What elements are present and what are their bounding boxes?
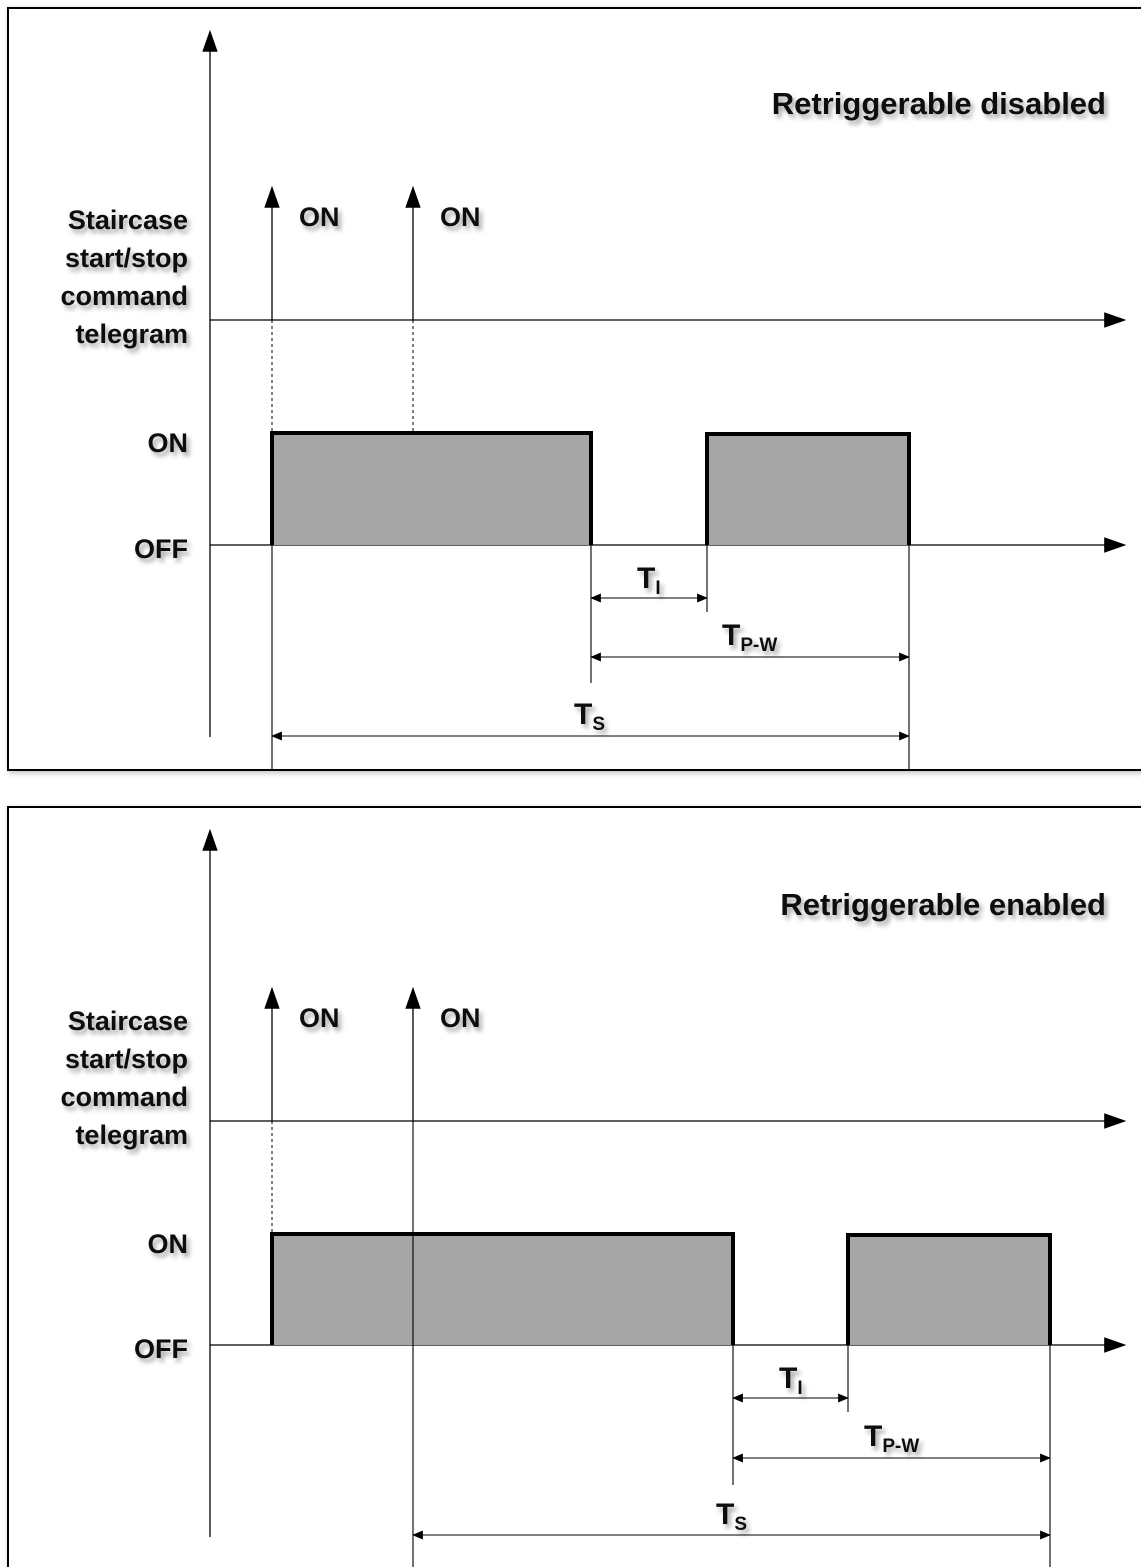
y-label-line: Staircase	[68, 1006, 188, 1036]
warning-pulse	[848, 1235, 1050, 1345]
ti-main: T	[779, 1362, 797, 1395]
diagram-retriggerable-disabled: Retriggerable disabled Staircase start/s…	[7, 7, 1141, 771]
y-label-line: command	[60, 1082, 188, 1112]
ts-sub: S	[592, 714, 605, 735]
ti-sub: I	[797, 1378, 802, 1399]
ts-main: T	[574, 698, 592, 731]
tpw-main: T	[722, 619, 740, 652]
ts-label: TS	[716, 1498, 747, 1535]
output-pulse	[272, 1234, 733, 1345]
svg-text:TP-W: TP-W	[864, 1420, 919, 1457]
y-label-line: telegram	[75, 1120, 188, 1150]
svg-text:TI: TI	[779, 1362, 803, 1399]
svg-text:TS: TS	[574, 698, 605, 735]
level-off-label: OFF	[134, 534, 188, 564]
ts-sub: S	[734, 1514, 747, 1535]
warning-pulse	[707, 434, 909, 545]
warning-pulse-outline	[705, 432, 911, 545]
diagram-retriggerable-enabled: Retriggerable enabled Staircase start/st…	[7, 806, 1141, 1567]
tpw-sub: P-W	[882, 1436, 919, 1457]
telegram-on-label: ON	[299, 1003, 340, 1033]
ts-main: T	[716, 1498, 734, 1531]
y-label-line: telegram	[75, 319, 188, 349]
tpw-main: T	[864, 1420, 882, 1453]
level-on-label: ON	[148, 428, 189, 458]
y-axis-label: Staircase start/stop command telegram	[60, 205, 188, 349]
output-pulse-outline	[270, 1232, 735, 1345]
diagram-frame	[7, 806, 1141, 1567]
diagram-title: Retriggerable disabled	[772, 86, 1106, 121]
tpw-sub: P-W	[740, 635, 777, 656]
output-pulse	[272, 433, 591, 545]
diagram-title: Retriggerable enabled	[780, 887, 1106, 922]
y-label-line: start/stop	[65, 243, 188, 273]
ti-sub: I	[655, 578, 660, 599]
ti-label: TI	[779, 1362, 803, 1399]
ti-main: T	[637, 562, 655, 595]
svg-text:TI: TI	[637, 562, 661, 599]
ts-label: TS	[574, 698, 605, 735]
tpw-label: TP-W	[722, 619, 777, 656]
warning-pulse-outline	[846, 1233, 1052, 1345]
tpw-label: TP-W	[864, 1420, 919, 1457]
telegram-on-label: ON	[299, 202, 340, 232]
svg-text:TP-W: TP-W	[722, 619, 777, 656]
y-label-line: command	[60, 281, 188, 311]
level-off-label: OFF	[134, 1334, 188, 1364]
svg-text:TS: TS	[716, 1498, 747, 1535]
y-label-line: start/stop	[65, 1044, 188, 1074]
ti-label: TI	[637, 562, 661, 599]
diagram-frame	[7, 7, 1141, 771]
y-axis-label: Staircase start/stop command telegram	[60, 1006, 188, 1150]
level-on-label: ON	[148, 1229, 189, 1259]
output-pulse-outline	[270, 431, 593, 545]
telegram-on-label: ON	[440, 202, 481, 232]
telegram-on-label: ON	[440, 1003, 481, 1033]
y-label-line: Staircase	[68, 205, 188, 235]
